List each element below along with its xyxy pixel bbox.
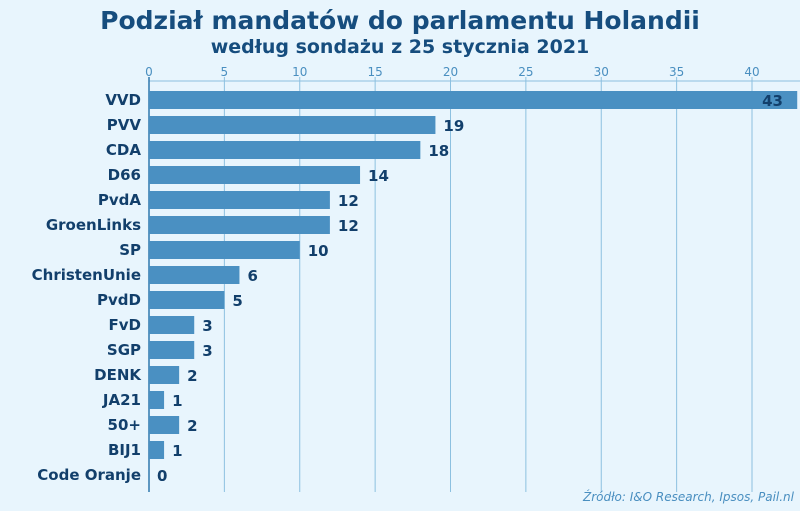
value-label: 18 bbox=[428, 142, 449, 160]
bar bbox=[149, 366, 180, 384]
category-label: PvdA bbox=[98, 191, 142, 209]
bar bbox=[149, 166, 361, 184]
bars bbox=[149, 91, 798, 459]
value-label: 3 bbox=[202, 317, 212, 335]
value-label: 2 bbox=[187, 367, 197, 385]
category-label: FvD bbox=[109, 316, 141, 334]
bar bbox=[149, 116, 436, 134]
tick-label: 30 bbox=[594, 65, 609, 79]
tick-label: 0 bbox=[145, 65, 153, 79]
category-label: ChristenUnie bbox=[32, 266, 141, 284]
tick-label: 5 bbox=[221, 65, 229, 79]
category-label: SGP bbox=[107, 341, 141, 359]
category-label: JA21 bbox=[102, 391, 141, 409]
value-label: 2 bbox=[187, 417, 197, 435]
category-label: D66 bbox=[108, 166, 141, 184]
bar bbox=[149, 391, 165, 409]
bar bbox=[149, 441, 165, 459]
tick-label: 15 bbox=[367, 65, 382, 79]
value-label: 6 bbox=[247, 267, 257, 285]
value-label: 43 bbox=[762, 92, 783, 110]
category-label: PvdD bbox=[97, 291, 141, 309]
category-label: CDA bbox=[106, 141, 141, 159]
value-label: 14 bbox=[368, 167, 389, 185]
category-label: DENK bbox=[94, 366, 142, 384]
value-label: 12 bbox=[338, 192, 359, 210]
bar bbox=[149, 241, 300, 259]
tick-label: 25 bbox=[518, 65, 533, 79]
category-labels: VVD PVV CDA D66 PvdA GroenLinks SP ChristenUnie… bbox=[32, 91, 143, 484]
bar bbox=[149, 341, 195, 359]
bar bbox=[149, 191, 330, 209]
category-label: BIJ1 bbox=[108, 441, 141, 459]
tick-label: 40 bbox=[744, 65, 759, 79]
bar bbox=[149, 266, 240, 284]
value-label: 12 bbox=[338, 217, 359, 235]
category-label: 50+ bbox=[108, 416, 141, 434]
category-label: Code Oranje bbox=[37, 466, 141, 484]
category-label: VVD bbox=[105, 91, 141, 109]
value-label: 5 bbox=[232, 292, 242, 310]
chart-title: Podział mandatów do parlamentu Holandii bbox=[100, 6, 700, 35]
bar bbox=[149, 216, 330, 234]
category-label: SP bbox=[119, 241, 141, 259]
value-label: 19 bbox=[443, 117, 464, 135]
tick-label: 20 bbox=[443, 65, 458, 79]
value-label: 1 bbox=[172, 442, 182, 460]
x-axis-ticks: 0 5 10 15 20 25 30 35 40 bbox=[145, 65, 759, 79]
value-label: 0 bbox=[157, 467, 167, 485]
value-label: 1 bbox=[172, 392, 182, 410]
bar bbox=[149, 291, 225, 309]
tick-label: 35 bbox=[669, 65, 684, 79]
bar bbox=[149, 416, 180, 434]
chart-subtitle: według sondażu z 25 stycznia 2021 bbox=[211, 36, 590, 58]
category-label: PVV bbox=[107, 116, 142, 134]
bar bbox=[149, 91, 798, 109]
source-note: Źródło: I&O Research, Ipsos, Pail.nl bbox=[582, 489, 795, 504]
tick-label: 10 bbox=[292, 65, 307, 79]
value-label: 3 bbox=[202, 342, 212, 360]
category-label: GroenLinks bbox=[46, 216, 141, 234]
value-label: 10 bbox=[308, 242, 329, 260]
bar bbox=[149, 316, 195, 334]
bar bbox=[149, 141, 421, 159]
